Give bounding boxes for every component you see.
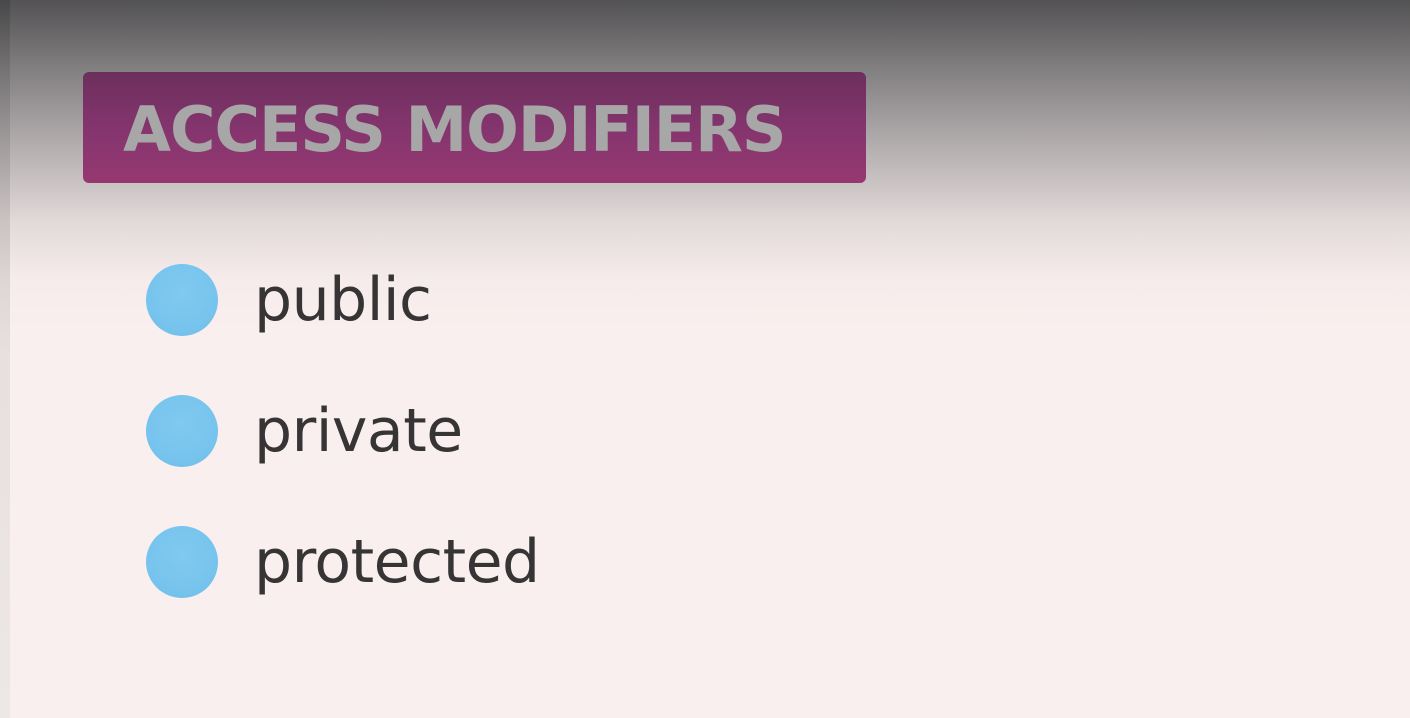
bullet-dot-icon (146, 526, 218, 598)
title-banner: ACCESS MODIFIERS (83, 72, 866, 183)
left-edge-shadow (0, 0, 10, 718)
slide-title: ACCESS MODIFIERS (123, 92, 787, 166)
list-item: public (146, 264, 540, 336)
list-item: private (146, 395, 540, 467)
list-item: protected (146, 526, 540, 598)
list-item-label: private (254, 396, 463, 466)
bullet-list: public private protected (146, 264, 540, 657)
list-item-label: protected (254, 527, 540, 597)
list-item-label: public (254, 265, 432, 335)
bullet-dot-icon (146, 264, 218, 336)
bullet-dot-icon (146, 395, 218, 467)
